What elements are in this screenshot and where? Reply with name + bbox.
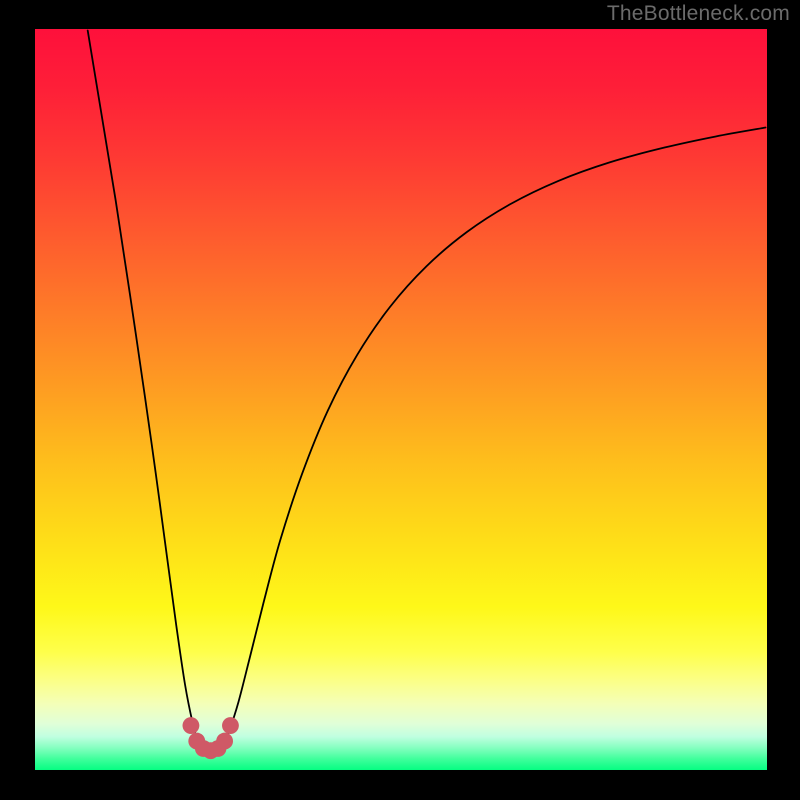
optimal-marker: [222, 717, 239, 734]
optimal-marker: [216, 733, 233, 750]
optimal-marker: [183, 717, 200, 734]
plot-area: [35, 29, 767, 770]
chart-container: TheBottleneck.com: [0, 0, 800, 800]
watermark-text: TheBottleneck.com: [607, 2, 790, 26]
